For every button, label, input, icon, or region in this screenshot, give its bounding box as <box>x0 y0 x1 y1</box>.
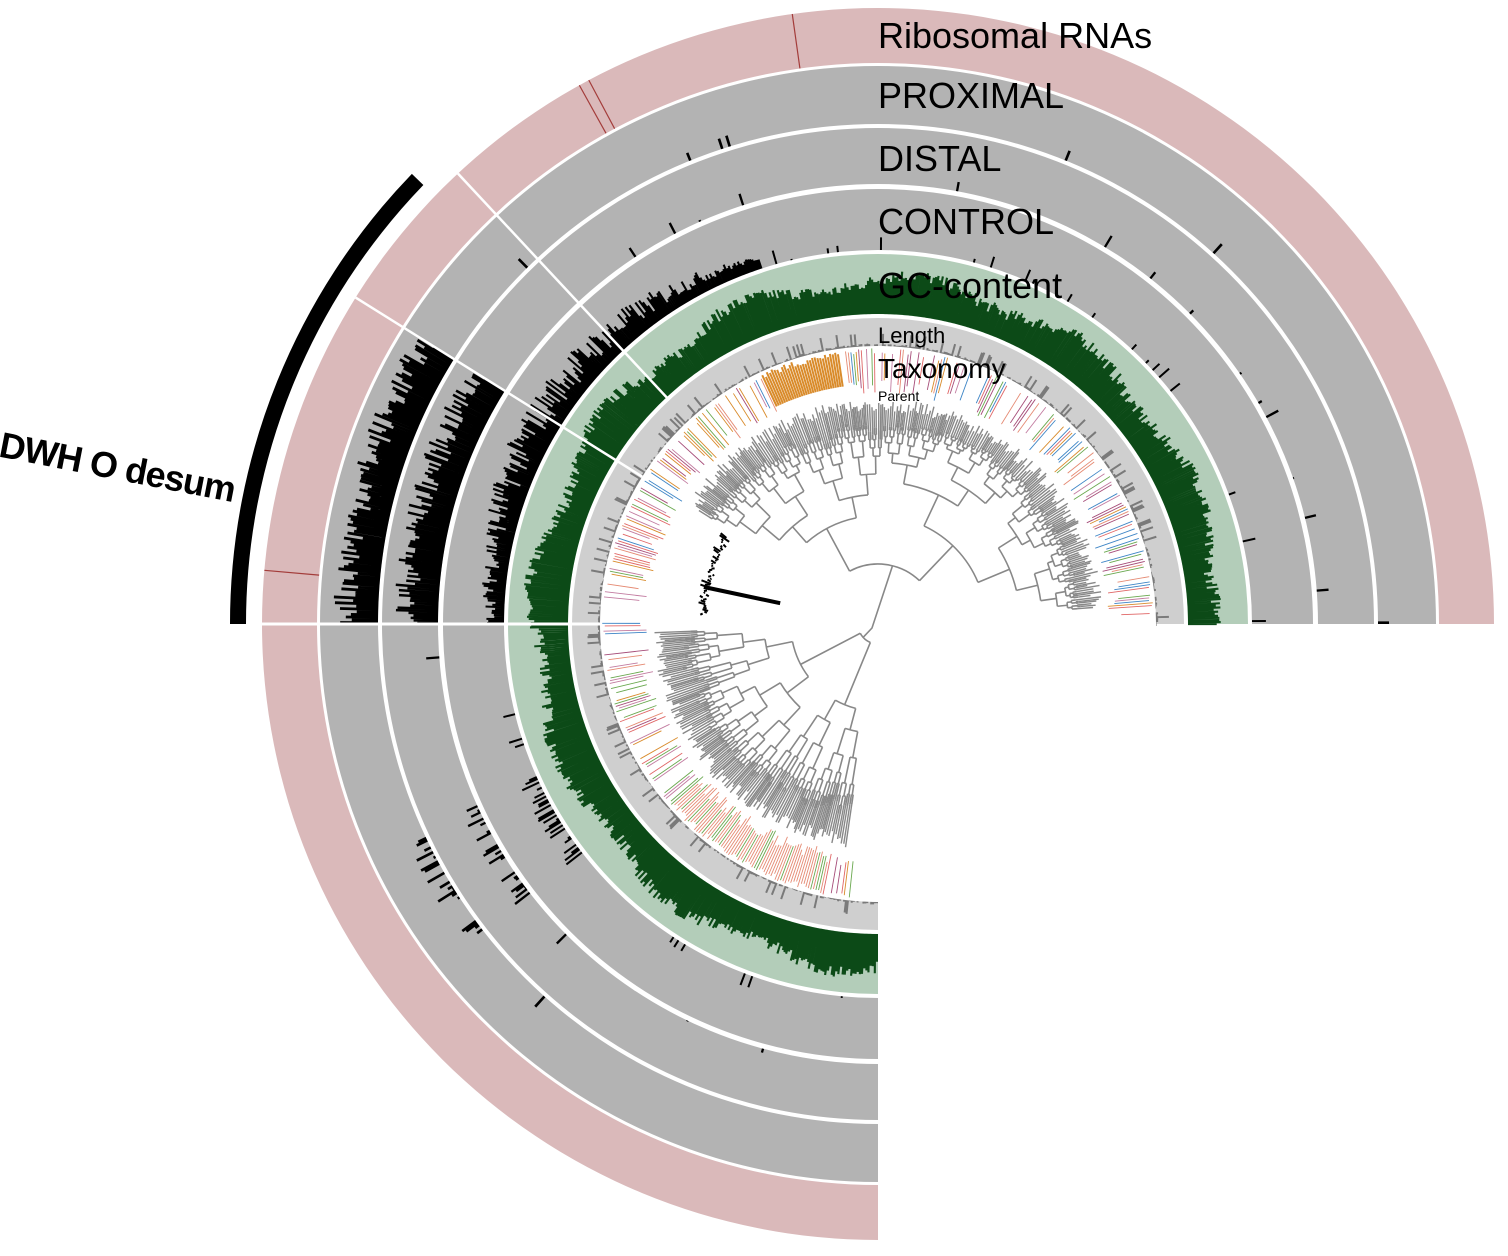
layer-label-gc-content: GC-content <box>878 265 1063 306</box>
layer-data-marks <box>264 13 1390 1053</box>
bin-boundary-2 <box>354 296 643 478</box>
layer-label-taxonomy: Taxonomy <box>878 353 1006 384</box>
layer-separators <box>262 172 671 626</box>
rrna-tick-2 <box>578 84 607 134</box>
band-length <box>572 318 1184 930</box>
layer-label-control: CONTROL <box>878 201 1055 242</box>
rrna-tick-3 <box>588 79 616 129</box>
layer-label-parent: Parent <box>878 388 920 404</box>
layer-label-distal: DISTAL <box>878 138 1002 179</box>
taxonomy-marks <box>602 348 1153 898</box>
rrna-tick-4 <box>791 13 801 69</box>
selected-clade <box>698 532 781 616</box>
layer-label-length: Length <box>878 323 946 348</box>
layer-label-ribosomal: Ribosomal RNAs <box>878 15 1153 56</box>
layer-label-proximal: PROXIMAL <box>878 75 1065 116</box>
bin-boundary-3 <box>456 172 671 402</box>
rrna-tick-1 <box>264 569 320 576</box>
dendrogram <box>654 401 1102 848</box>
